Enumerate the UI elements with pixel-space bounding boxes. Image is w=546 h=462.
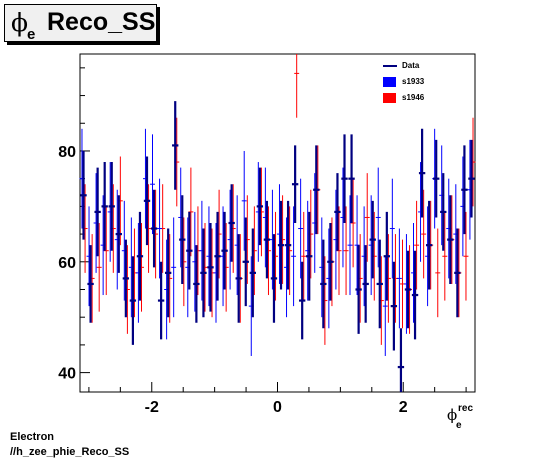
legend-box-s1933 (383, 77, 396, 87)
histogram-title: ϕ e Reco_SS (4, 4, 157, 43)
x-title-phi-symbol: ϕ (447, 406, 458, 424)
y-tick-label: 60 (58, 255, 76, 272)
title-text: Reco_SS (47, 8, 156, 36)
y-tick-label: 40 (58, 366, 76, 383)
series-s1946 (82, 54, 476, 345)
x-tick-label: 2 (399, 399, 408, 416)
x-tick-label: 0 (273, 399, 282, 416)
legend-label-data: Data (402, 61, 420, 70)
x-axis-title: ϕ rec e (447, 403, 473, 431)
series-data (80, 101, 475, 392)
legend: Data s1933 s1946 (380, 58, 475, 108)
legend-line-data (383, 65, 397, 67)
legend-label-s1946: s1946 (402, 93, 425, 102)
series-s1933 (79, 128, 473, 356)
legend-box-s1946 (383, 93, 396, 103)
title-subscript: e (27, 26, 36, 43)
footer-label: Electron (10, 431, 55, 443)
axis-tick-labels: -2 0 2 40 60 80 (58, 144, 408, 416)
title-phi-symbol: ϕ (11, 8, 29, 37)
x-title-superscript: rec (458, 403, 474, 414)
x-tick-label: -2 (145, 399, 159, 416)
footer-histogram-path: //h_zee_phie_Reco_SS (10, 446, 130, 458)
x-title-subscript: e (456, 420, 462, 431)
y-tick-label: 80 (58, 144, 76, 161)
legend-label-s1933: s1933 (402, 77, 425, 86)
data-marks (79, 54, 476, 392)
